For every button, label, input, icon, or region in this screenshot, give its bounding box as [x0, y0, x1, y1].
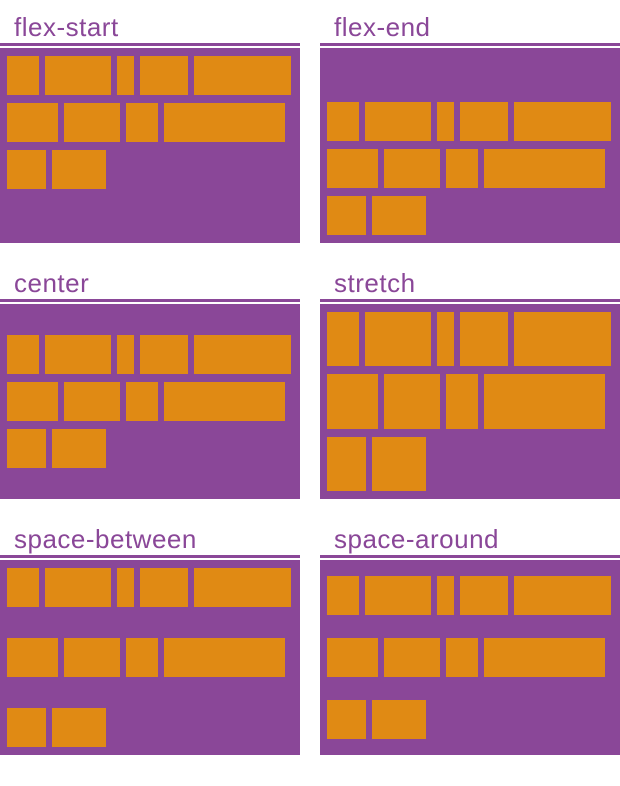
flex-item	[365, 575, 431, 615]
flex-container	[320, 48, 620, 243]
flex-item	[484, 637, 605, 677]
flex-item	[45, 335, 111, 374]
flex-item	[514, 312, 611, 367]
panel-heading: flex-end	[320, 2, 620, 46]
flex-item	[446, 637, 478, 677]
panel-space-between: space-between	[0, 514, 300, 755]
flex-item	[7, 638, 58, 677]
flex-item	[64, 103, 120, 142]
flex-item	[140, 568, 188, 607]
flex-item	[384, 149, 440, 188]
flex-item	[372, 196, 426, 235]
flex-item	[7, 56, 39, 95]
panel-heading: stretch	[320, 258, 620, 302]
flex-item	[7, 103, 58, 142]
flex-item	[7, 429, 46, 468]
panel-center: center	[0, 258, 300, 499]
flex-item	[117, 568, 134, 607]
align-content-diagram: flex-start flex-end center stretch space-bet…	[0, 2, 620, 755]
flex-item	[45, 56, 111, 95]
flex-item	[327, 196, 366, 235]
flex-item	[117, 56, 134, 95]
flex-item	[460, 102, 508, 141]
flex-item	[327, 700, 366, 740]
flex-item	[7, 568, 39, 607]
flex-item	[52, 708, 106, 747]
flex-item	[194, 335, 291, 374]
flex-item	[140, 335, 188, 374]
flex-item	[437, 312, 454, 367]
flex-item	[126, 382, 158, 421]
flex-item	[514, 575, 611, 615]
flex-item	[45, 568, 111, 607]
flex-item	[117, 335, 134, 374]
panel-flex-end: flex-end	[320, 2, 620, 243]
flex-item	[194, 568, 291, 607]
flex-container	[320, 560, 620, 755]
flex-item	[327, 436, 366, 491]
flex-item	[7, 382, 58, 421]
flex-item	[327, 312, 359, 367]
flex-item	[372, 700, 426, 740]
panel-heading: space-around	[320, 514, 620, 558]
flex-item	[64, 382, 120, 421]
flex-item	[164, 638, 285, 677]
flex-container	[0, 304, 300, 499]
flex-item	[52, 150, 106, 189]
flex-item	[7, 335, 39, 374]
flex-item	[327, 149, 378, 188]
flex-container	[320, 304, 620, 499]
flex-item	[52, 429, 106, 468]
flex-item	[327, 102, 359, 141]
flex-item	[446, 374, 478, 429]
flex-container	[0, 48, 300, 243]
flex-item	[372, 436, 426, 491]
flex-item	[64, 638, 120, 677]
flex-item	[126, 638, 158, 677]
flex-item	[126, 103, 158, 142]
flex-item	[484, 374, 605, 429]
flex-item	[194, 56, 291, 95]
flex-item	[437, 575, 454, 615]
flex-item	[460, 312, 508, 367]
panel-space-around: space-around	[320, 514, 620, 755]
flex-item	[7, 150, 46, 189]
flex-item	[514, 102, 611, 141]
flex-item	[460, 575, 508, 615]
panel-heading: center	[0, 258, 300, 302]
panel-heading: space-between	[0, 514, 300, 558]
flex-item	[437, 102, 454, 141]
flex-item	[164, 103, 285, 142]
flex-item	[140, 56, 188, 95]
flex-item	[384, 637, 440, 677]
panel-stretch: stretch	[320, 258, 620, 499]
flex-item	[7, 708, 46, 747]
panel-heading: flex-start	[0, 2, 300, 46]
flex-item	[164, 382, 285, 421]
flex-container	[0, 560, 300, 755]
flex-item	[327, 637, 378, 677]
flex-item	[384, 374, 440, 429]
flex-item	[327, 374, 378, 429]
flex-item	[446, 149, 478, 188]
panel-flex-start: flex-start	[0, 2, 300, 243]
flex-item	[484, 149, 605, 188]
flex-item	[327, 575, 359, 615]
flex-item	[365, 102, 431, 141]
flex-item	[365, 312, 431, 367]
